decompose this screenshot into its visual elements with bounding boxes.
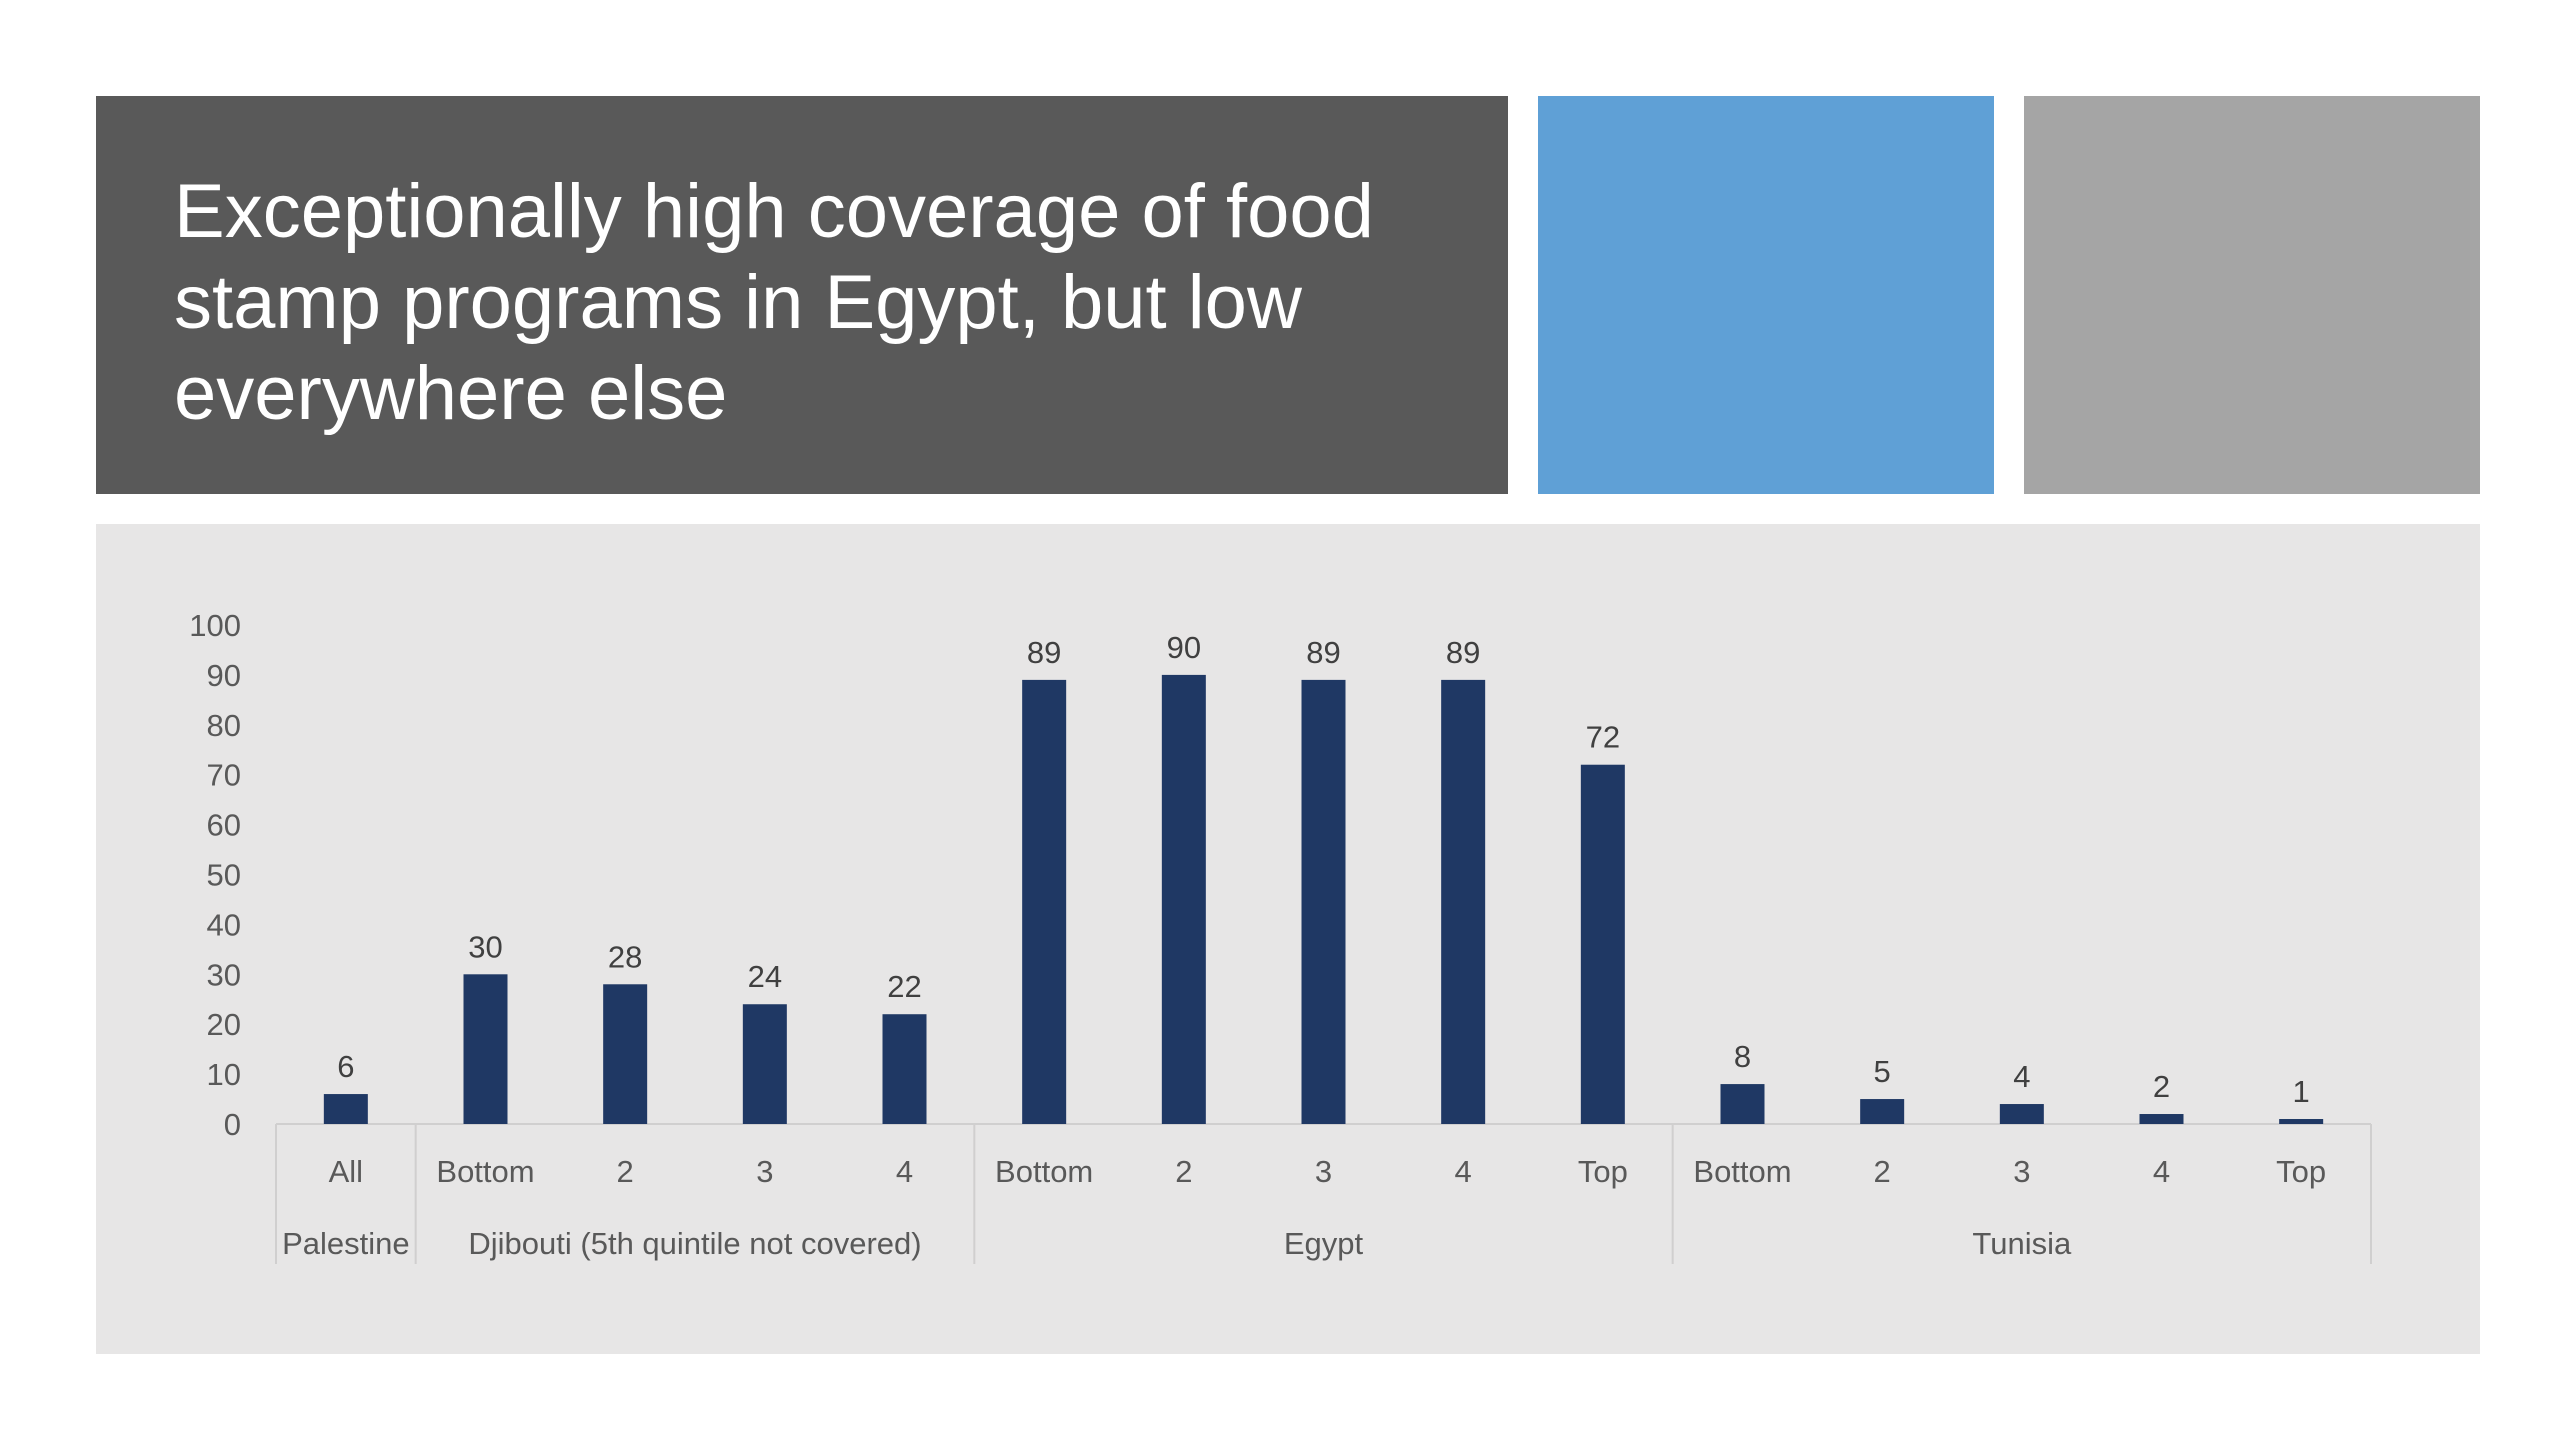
y-tick-label: 90 — [207, 658, 241, 693]
data-label: 6 — [337, 1049, 354, 1084]
group-label: Palestine — [282, 1226, 410, 1261]
category-label: Bottom — [995, 1154, 1093, 1189]
data-label: 30 — [468, 929, 502, 964]
category-label: 3 — [756, 1154, 773, 1189]
bar — [1441, 679, 1486, 1124]
category-label: 2 — [1874, 1154, 1891, 1189]
data-label: 1 — [2293, 1074, 2310, 1109]
y-tick-label: 50 — [207, 858, 241, 893]
y-tick-label: 100 — [189, 608, 241, 643]
category-label: Top — [1578, 1154, 1628, 1189]
bar — [323, 1094, 368, 1124]
gray-accent-block — [2024, 96, 2480, 494]
bar — [2279, 1119, 2324, 1124]
bar — [1022, 679, 1067, 1124]
category-label: 3 — [1315, 1154, 1332, 1189]
data-label: 89 — [1306, 635, 1340, 670]
bar — [1860, 1099, 1905, 1124]
category-label: Bottom — [1693, 1154, 1791, 1189]
category-label: Bottom — [436, 1154, 534, 1189]
category-label: All — [329, 1154, 363, 1189]
y-tick-label: 60 — [207, 808, 241, 843]
y-tick-label: 20 — [207, 1007, 241, 1042]
y-tick-label: 70 — [207, 758, 241, 793]
category-label: 3 — [2013, 1154, 2030, 1189]
y-tick-label: 30 — [207, 957, 241, 992]
bar — [2139, 1114, 2184, 1124]
bar — [1720, 1084, 1765, 1124]
data-label: 72 — [1586, 720, 1620, 755]
y-tick-label: 0 — [224, 1107, 241, 1142]
data-label: 24 — [748, 959, 782, 994]
bar — [742, 1004, 787, 1124]
data-label: 28 — [608, 939, 642, 974]
y-tick-label: 10 — [207, 1057, 241, 1092]
category-label: 4 — [896, 1154, 913, 1189]
group-label: Djibouti (5th quintile not covered) — [468, 1226, 921, 1261]
data-label: 90 — [1167, 630, 1201, 665]
bar — [882, 1014, 927, 1124]
data-label: 5 — [1874, 1054, 1891, 1089]
bar — [1301, 679, 1346, 1124]
category-label: Top — [2276, 1154, 2326, 1189]
category-label: 4 — [2153, 1154, 2170, 1189]
data-label: 89 — [1446, 635, 1480, 670]
chart-panel: 0 10 20 30 40 50 60 70 80 90 100 6 All 30 Bottom 28 2 24 3… — [96, 524, 2480, 1354]
bar — [603, 984, 648, 1124]
data-label: 2 — [2153, 1069, 2170, 1104]
blue-accent-block — [1538, 96, 1994, 494]
bar — [1999, 1104, 2044, 1124]
y-tick-label: 80 — [207, 708, 241, 743]
slide-title: Exceptionally high coverage of food stam… — [174, 169, 1374, 436]
bar — [1580, 764, 1625, 1124]
category-label: 2 — [617, 1154, 634, 1189]
bar-chart: 01020304050607080901006All30Bottom282243… — [189, 608, 2372, 1264]
data-label: 89 — [1027, 635, 1061, 670]
category-label: 4 — [1455, 1154, 1472, 1189]
data-label: 22 — [887, 969, 921, 1004]
bar — [463, 974, 508, 1124]
title-box: Exceptionally high coverage of food stam… — [96, 96, 1508, 494]
group-label: Tunisia — [1972, 1226, 2072, 1261]
category-label: 2 — [1175, 1154, 1192, 1189]
data-label: 4 — [2013, 1059, 2030, 1094]
bar — [1161, 674, 1206, 1124]
data-label: 8 — [1734, 1039, 1751, 1074]
y-tick-label: 40 — [207, 907, 241, 942]
group-label: Egypt — [1284, 1226, 1364, 1261]
